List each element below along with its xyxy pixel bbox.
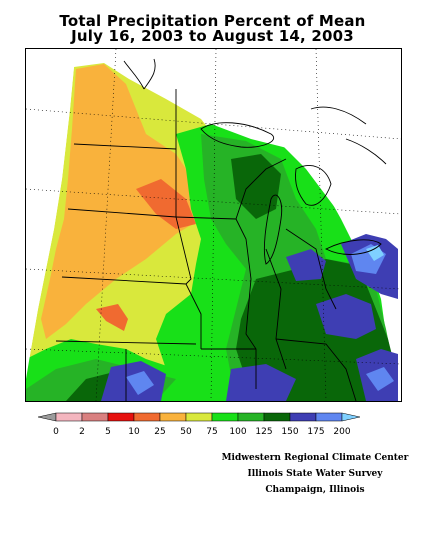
legend-label: 0 — [53, 427, 59, 437]
legend-label: 25 — [154, 427, 165, 437]
credit-survey: Illinois State Water Survey — [247, 469, 383, 479]
credit-location: Champaign, Illinois — [265, 485, 365, 495]
legend-label: 10 — [128, 427, 140, 437]
legend-swatch — [185, 412, 213, 422]
legend-label: 200 — [333, 427, 350, 437]
map-canvas — [26, 49, 401, 401]
precip-fill — [26, 49, 401, 401]
map-title: Total Precipitation Percent of Mean — [59, 12, 366, 30]
legend-swatch — [55, 412, 83, 422]
legend-label: 100 — [229, 427, 246, 437]
legend-label: 75 — [206, 427, 217, 437]
legend-label: 175 — [307, 427, 324, 437]
precipitation-map — [25, 48, 402, 402]
legend-swatch — [315, 412, 343, 422]
graticule — [26, 49, 401, 401]
legend-swatch — [81, 412, 109, 422]
color-legend: 0 2 5 10 25 50 75 100 125 150 175 200 — [37, 410, 383, 440]
legend-swatch — [237, 412, 265, 422]
legend-arrow-low — [37, 412, 57, 422]
legend-bar: 0 2 5 10 25 50 75 100 125 150 175 200 — [37, 412, 361, 437]
state-boundaries — [55, 89, 357, 401]
legend-swatch — [133, 412, 161, 422]
legend-arrow-high — [341, 412, 361, 422]
legend-swatch — [211, 412, 239, 422]
legend-swatch — [107, 412, 135, 422]
legend-label: 125 — [255, 427, 272, 437]
map-subtitle: July 16, 2003 to August 14, 2003 — [71, 27, 354, 45]
legend-swatch — [263, 412, 291, 422]
legend-swatch — [289, 412, 317, 422]
legend-label: 50 — [180, 427, 192, 437]
credit-org: Midwestern Regional Climate Center — [221, 453, 409, 463]
legend-label: 2 — [79, 427, 85, 437]
legend-label: 5 — [105, 427, 111, 437]
legend-label: 150 — [281, 427, 298, 437]
legend-swatch — [159, 412, 187, 422]
